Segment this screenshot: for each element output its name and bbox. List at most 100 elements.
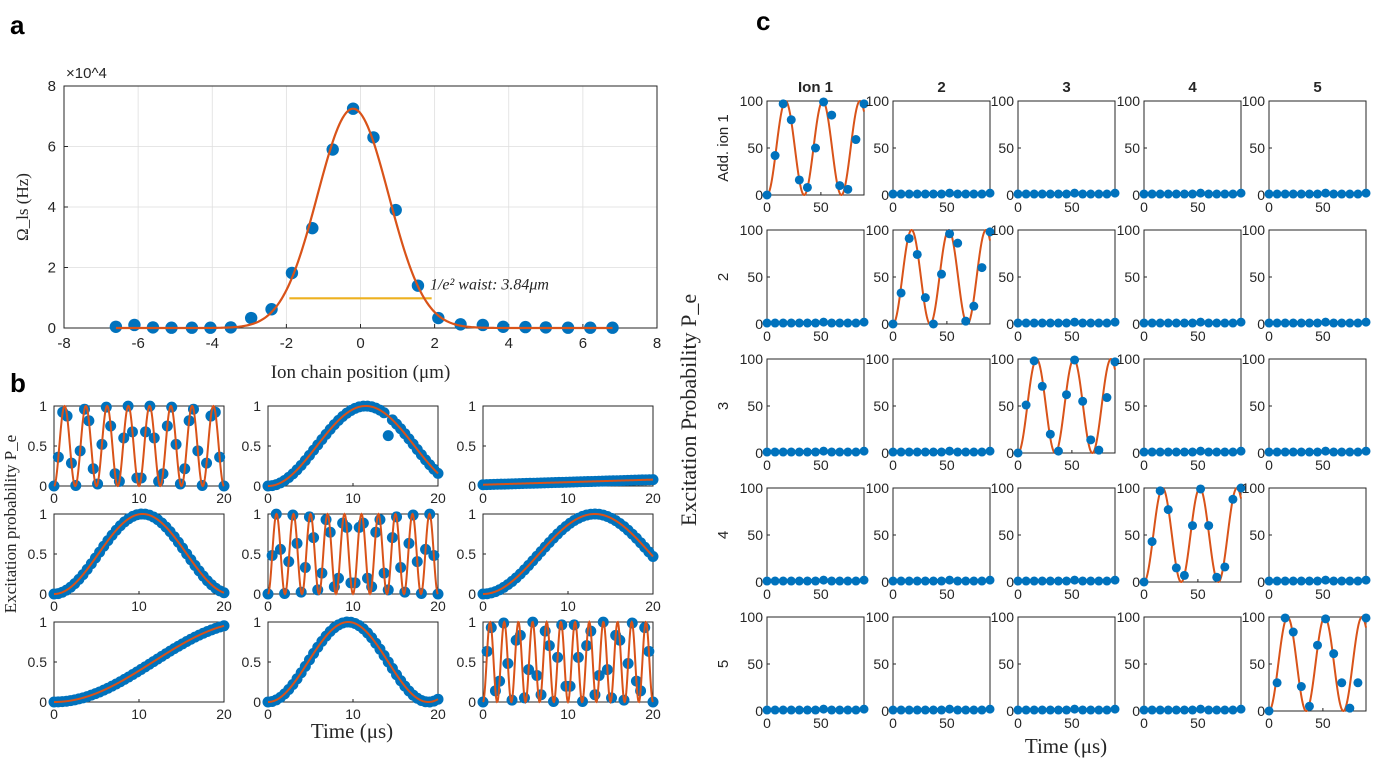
column-header: 4 xyxy=(1188,79,1197,96)
x-tick-label: 6 xyxy=(579,335,587,352)
x-tick-label: -2 xyxy=(280,335,293,352)
data-point xyxy=(1361,188,1371,198)
data-point xyxy=(1086,189,1096,199)
y-tick-label: 0.5 xyxy=(28,654,48,670)
data-point xyxy=(1296,189,1306,199)
data-point xyxy=(1345,318,1355,328)
x-tick-label: 0 xyxy=(1014,328,1022,344)
data-point xyxy=(904,233,914,243)
y-tick-label: 0 xyxy=(1132,316,1140,332)
data-point xyxy=(1062,390,1071,400)
data-point xyxy=(1204,447,1214,457)
data-point xyxy=(819,575,829,585)
y-tick-label: 4 xyxy=(48,199,56,216)
data-point xyxy=(835,705,845,715)
data-point xyxy=(1102,576,1112,586)
data-point xyxy=(1029,705,1039,715)
x-tick-label: 50 xyxy=(1064,715,1080,731)
data-point xyxy=(969,189,979,199)
data-point xyxy=(1062,189,1071,199)
data-point xyxy=(1196,484,1206,494)
data-point xyxy=(928,189,938,199)
data-point xyxy=(1163,447,1173,457)
data-point xyxy=(778,99,788,109)
y-tick-label: 50 xyxy=(1249,140,1265,156)
data-point xyxy=(1321,614,1331,624)
y-tick-label: 100 xyxy=(740,480,764,496)
y-tick-label: 100 xyxy=(866,609,890,625)
data-point xyxy=(778,705,788,715)
x-tick-label: 0 xyxy=(356,335,364,352)
data-point xyxy=(888,447,898,457)
data-point xyxy=(1155,486,1165,496)
data-point xyxy=(1272,447,1282,457)
y-tick-label: 0.5 xyxy=(457,438,477,454)
data-point xyxy=(920,447,930,457)
y-tick-label: 2 xyxy=(48,260,56,277)
y-tick-label: 0 xyxy=(881,574,889,590)
data-point xyxy=(1171,563,1181,573)
y-tick-label: 0 xyxy=(468,478,476,494)
data-point xyxy=(1094,576,1104,586)
data-point xyxy=(1196,704,1206,714)
axes-box xyxy=(1017,100,1116,196)
data-point xyxy=(811,705,820,715)
data-point xyxy=(1013,705,1023,715)
y-tick-label: 100 xyxy=(1242,222,1266,238)
x-tick-label: 50 xyxy=(813,328,829,344)
axes-box xyxy=(1143,616,1242,712)
data-point xyxy=(476,318,490,332)
x-tick-label: 0 xyxy=(1265,715,1273,731)
data-point xyxy=(1353,678,1363,688)
data-point xyxy=(1163,189,1173,199)
y-tick-label: 50 xyxy=(998,527,1014,543)
data-point xyxy=(778,447,788,457)
subplot-b: 0 10 20 0 0.5 1 xyxy=(242,506,446,614)
data-point xyxy=(835,447,845,457)
data-point xyxy=(827,110,837,120)
data-point xyxy=(953,238,963,248)
data-point xyxy=(218,587,230,599)
data-point xyxy=(1337,189,1347,199)
x-tick-label: 0 xyxy=(763,328,771,344)
subplot-c: 0 50 0 50 100 xyxy=(740,480,869,602)
data-point xyxy=(1013,576,1023,586)
data-point xyxy=(1086,705,1096,715)
data-point xyxy=(928,319,938,329)
data-point xyxy=(835,318,845,328)
data-point xyxy=(432,311,445,325)
data-point xyxy=(1110,317,1120,327)
data-point xyxy=(1053,576,1063,586)
x-tick-label: 0 xyxy=(1014,199,1022,215)
data-point xyxy=(128,318,141,332)
axes-box xyxy=(1268,487,1367,583)
data-point xyxy=(1353,189,1363,199)
data-point xyxy=(1345,576,1355,586)
data-point xyxy=(1053,318,1063,328)
data-point xyxy=(912,189,922,199)
x-tick-label: 0 xyxy=(1140,328,1148,344)
data-point xyxy=(1110,575,1120,585)
data-point xyxy=(1171,447,1181,457)
data-point xyxy=(1228,447,1238,457)
data-point xyxy=(1272,576,1282,586)
x-tick-label: 50 xyxy=(1190,715,1206,731)
y-multiplier-label: ×10^4 xyxy=(66,65,107,82)
panel-letter-b: b xyxy=(10,368,26,398)
column-header: 5 xyxy=(1313,79,1321,96)
y-tick-label: 50 xyxy=(747,527,763,543)
data-point xyxy=(1220,562,1230,572)
subplot-b: 0 10 20 0 0.5 1 xyxy=(28,398,232,506)
data-point xyxy=(1212,705,1222,715)
data-point xyxy=(945,575,955,585)
x-tick-label: 8 xyxy=(653,335,661,352)
y-tick-label: 1 xyxy=(468,506,476,522)
subplot-c: 0 50 0 50 100 xyxy=(1117,222,1246,344)
subplot-c: 0 50 0 50 100 xyxy=(1242,222,1371,344)
x-tick-label: 0 xyxy=(479,706,487,722)
x-tick-label: 50 xyxy=(939,328,955,344)
data-point xyxy=(1264,576,1274,586)
data-point xyxy=(969,447,979,457)
data-point xyxy=(969,705,979,715)
